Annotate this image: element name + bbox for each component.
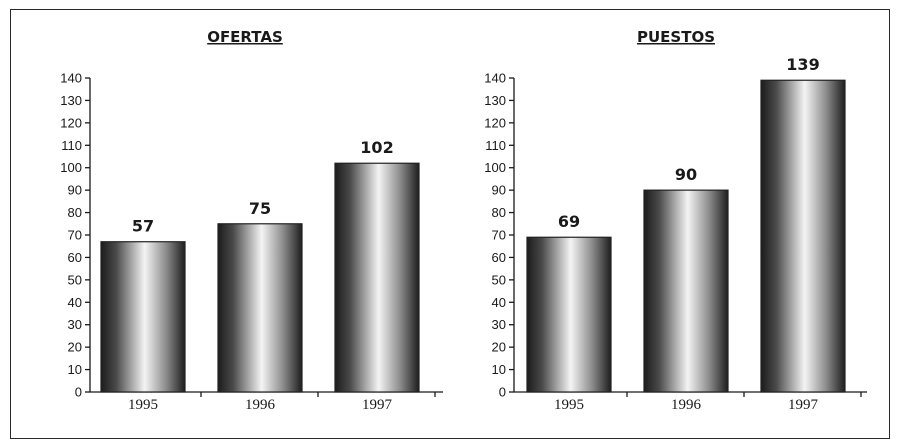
- puestos-bar-1997: [760, 79, 846, 393]
- ofertas-xtick-label: 1996: [245, 397, 276, 413]
- puestos-ytick-label: 130: [484, 93, 506, 108]
- puestos-ytick-label: 40: [492, 295, 506, 310]
- puestos-ytick-label: 60: [492, 250, 506, 265]
- ofertas-ytick-label: 70: [68, 228, 82, 243]
- ofertas-ytick-label: 100: [60, 160, 82, 175]
- puestos-ytick-label: 20: [492, 340, 506, 355]
- puestos-ytick-label: 110: [485, 138, 506, 153]
- ofertas-bar-1996: [217, 223, 303, 393]
- puestos-data-label: 90: [675, 165, 697, 184]
- ofertas-ytick-label: 120: [60, 115, 82, 130]
- ofertas-ytick-label: 130: [60, 93, 82, 108]
- ofertas-ytick-label: 40: [68, 295, 82, 310]
- ofertas-ytick-label: 60: [68, 250, 82, 265]
- ofertas-bar-1997: [334, 162, 420, 393]
- ofertas-ytick-label: 0: [75, 385, 82, 400]
- ofertas-data-label: 75: [249, 199, 271, 218]
- ofertas-ytick-label: 110: [61, 138, 82, 153]
- ofertas-ytick-label: 50: [68, 272, 82, 287]
- puestos-data-label: 139: [786, 55, 819, 74]
- ofertas-ytick-label: 140: [60, 71, 82, 86]
- puestos-bar-1995: [526, 236, 612, 393]
- puestos-xtick-label: 1997: [788, 397, 819, 413]
- puestos-ytick-label: 80: [492, 205, 506, 220]
- ofertas-ytick-label: 20: [68, 340, 82, 355]
- ofertas-ytick-label: 10: [68, 362, 82, 377]
- puestos-xtick-label: 1995: [554, 397, 584, 413]
- puestos-bar-1996: [643, 189, 729, 393]
- puestos-ytick-label: 90: [492, 183, 506, 198]
- ofertas-title: OFERTAS: [207, 28, 283, 46]
- ofertas-data-label: 57: [132, 217, 154, 236]
- puestos-xtick-label: 1996: [671, 397, 702, 413]
- ofertas-ytick-label: 80: [68, 205, 82, 220]
- ofertas-ytick-label: 90: [68, 183, 82, 198]
- puestos-data-label: 69: [558, 212, 580, 231]
- puestos-ytick-label: 30: [492, 317, 506, 332]
- puestos-ytick-label: 10: [492, 362, 506, 377]
- puestos-title: PUESTOS: [637, 28, 715, 46]
- puestos-chart: PUESTOS 0 10 20 30 40 50 60 70 80 90 100 110 120 130 1…: [484, 28, 867, 413]
- ofertas-xtick-label: 1997: [362, 397, 393, 413]
- puestos-ytick-label: 140: [484, 71, 506, 86]
- ofertas-bar-1995: [100, 241, 186, 393]
- puestos-ytick-label: 120: [484, 115, 506, 130]
- puestos-ytick-label: 50: [492, 272, 506, 287]
- ofertas-xtick-label: 1995: [128, 397, 158, 413]
- puestos-ytick-label: 0: [499, 385, 506, 400]
- ofertas-ytick-label: 30: [68, 317, 82, 332]
- ofertas-data-label: 102: [360, 138, 393, 157]
- puestos-ytick-label: 70: [492, 228, 506, 243]
- charts-canvas: OFERTAS 01020304050607080901001101201301…: [60, 28, 867, 413]
- ofertas-chart: OFERTAS 0 10 20 30 40 50 60 70 80 90 100 110 120 130 1…: [60, 28, 443, 413]
- puestos-ytick-label: 100: [484, 160, 506, 175]
